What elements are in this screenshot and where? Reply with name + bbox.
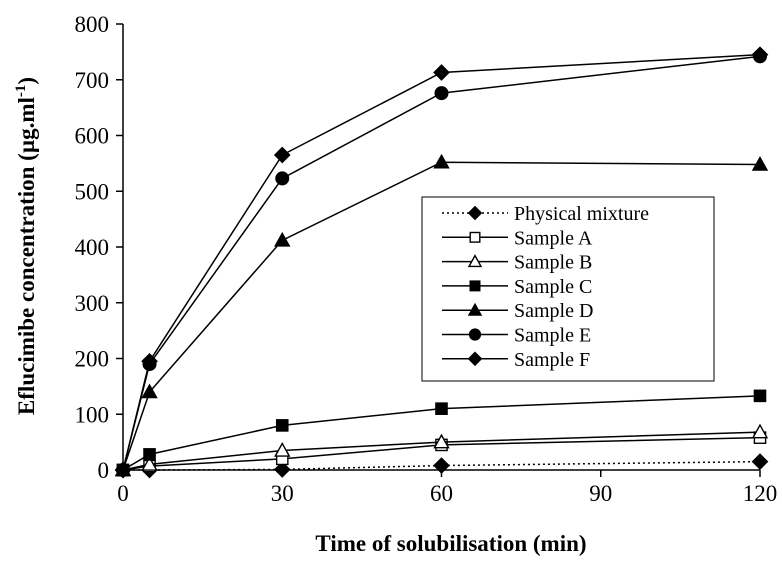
data-point <box>434 86 449 101</box>
data-point <box>275 419 289 432</box>
y-tick-label: 300 <box>75 291 110 316</box>
data-point <box>751 453 769 470</box>
legend-label: Sample E <box>514 325 591 347</box>
legend-entry: Sample F <box>442 349 590 371</box>
y-tick-label: 700 <box>75 68 110 93</box>
legend-label: Sample B <box>514 252 592 274</box>
y-tick-label: 200 <box>75 347 110 372</box>
x-tick-label: 120 <box>743 481 778 506</box>
legend-entry: Sample A <box>442 227 593 249</box>
x-tick-label: 90 <box>589 481 612 506</box>
data-point <box>435 402 448 415</box>
legend-label: Physical mixture <box>514 203 649 225</box>
data-point <box>141 455 158 471</box>
series-layer <box>114 46 769 479</box>
data-point <box>751 156 769 171</box>
data-point <box>141 383 158 399</box>
data-point <box>273 461 291 478</box>
y-tick-label: 100 <box>75 402 110 427</box>
y-tick-label: 600 <box>75 124 110 149</box>
legend-entry: Physical mixture <box>442 203 649 225</box>
y-axis-label-close: ) <box>14 77 39 85</box>
data-point <box>143 448 156 461</box>
data-point <box>433 457 450 474</box>
x-tick-label: 60 <box>430 481 453 506</box>
data-point <box>114 461 132 479</box>
legend-marker <box>467 254 483 268</box>
legend-marker <box>468 328 482 341</box>
legend-label: Sample F <box>514 349 590 371</box>
data-point <box>751 46 769 64</box>
x-axis-label: Time of solubilisation (min) <box>315 531 586 556</box>
data-point <box>433 64 450 81</box>
legend-entry: Sample B <box>442 252 592 274</box>
axes: 0 100 200 300 400 500 600 700 800 0 30 60 90 120 <box>75 12 778 506</box>
legend-label: Sample A <box>514 227 593 249</box>
x-tick-label: 0 <box>117 481 129 506</box>
y-tick-label: 400 <box>75 235 110 260</box>
legend-marker <box>469 280 481 292</box>
data-point <box>275 171 290 186</box>
legend-entry: Sample C <box>442 276 592 298</box>
legend-entry: Sample D <box>442 300 593 322</box>
y-axis-label-main: Eflucimibe concentration (µg.ml <box>14 97 39 415</box>
y-tick-label: 0 <box>98 458 110 483</box>
legend-marker <box>467 205 483 221</box>
legend-label: Sample C <box>514 276 592 298</box>
x-tick-label: 30 <box>271 481 294 506</box>
data-point <box>141 352 158 370</box>
data-point <box>433 433 450 449</box>
y-axis-label-superscript: -1 <box>13 85 29 98</box>
legend-entry: Sample E <box>442 325 591 347</box>
data-point <box>751 423 769 439</box>
y-axis-label: Eflucimibe concentration (µg.ml-1) <box>13 77 39 415</box>
y-tick-label: 800 <box>75 12 110 37</box>
y-tick-label: 500 <box>75 179 110 204</box>
legend-label: Sample D <box>514 300 593 322</box>
legend-marker <box>467 302 483 316</box>
data-point <box>274 442 291 457</box>
legend-marker <box>467 351 483 367</box>
legend-marker <box>469 231 481 243</box>
data-point <box>274 231 291 247</box>
data-point <box>273 146 291 164</box>
data-point <box>433 153 450 169</box>
series-sample-f <box>114 46 769 479</box>
data-point <box>753 389 767 403</box>
